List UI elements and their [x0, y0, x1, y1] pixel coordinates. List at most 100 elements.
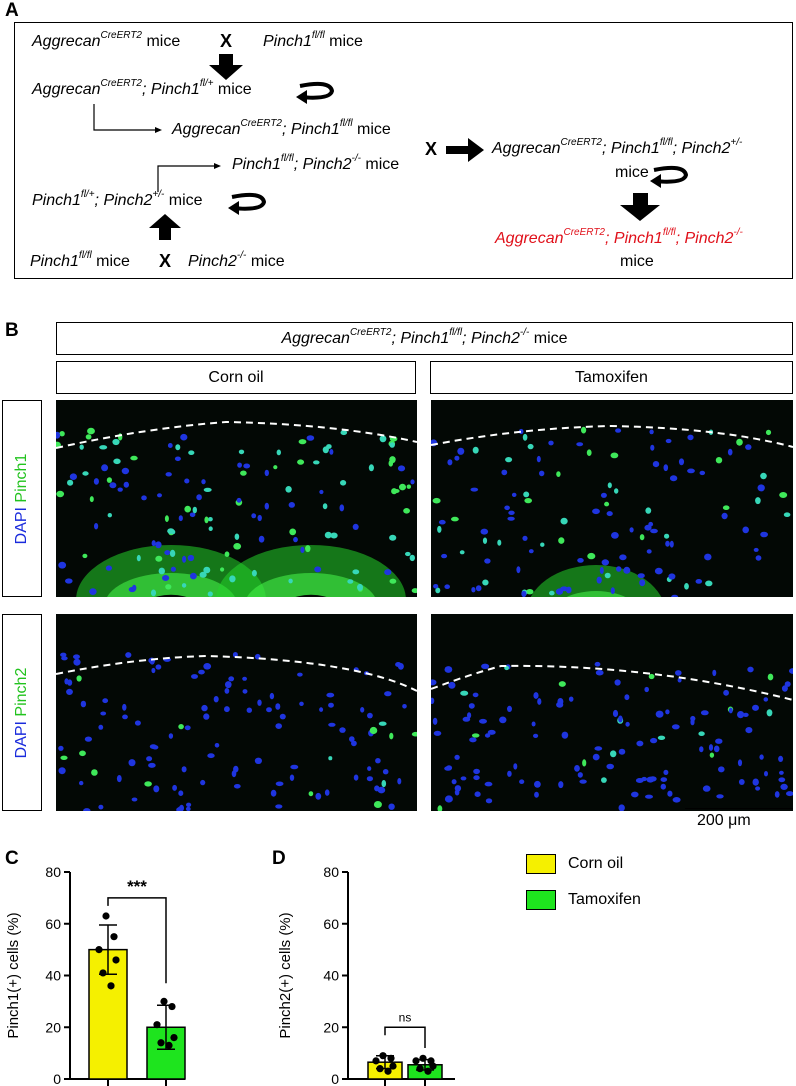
cell-nucleus [765, 429, 772, 436]
cell-nucleus [504, 505, 510, 511]
y-tick-label: 80 [45, 864, 61, 880]
cell-nucleus [234, 533, 240, 540]
cell-nucleus [61, 656, 68, 661]
cell-nucleus [654, 567, 663, 575]
cell-nucleus [566, 586, 572, 594]
cell-nucleus [228, 676, 235, 682]
offspring-pinch1-flfl-pinch2-null: Pinch1fl/fl; Pinch2-/- mice [232, 153, 400, 174]
cell-nucleus [151, 667, 156, 674]
cell-nucleus [132, 584, 137, 592]
cell-nucleus [165, 584, 172, 590]
cell-nucleus [606, 763, 614, 770]
cell-nucleus [522, 433, 528, 441]
cell-nucleus [170, 566, 176, 572]
cell-nucleus [684, 583, 689, 590]
cell-nucleus [58, 767, 66, 775]
cell-nucleus [522, 535, 528, 541]
data-point [165, 1041, 173, 1049]
cell-nucleus [433, 730, 442, 736]
cell-nucleus [131, 797, 138, 802]
y-tick-label: 0 [331, 1071, 339, 1086]
cell-nucleus [224, 688, 230, 694]
mice-label-target: mice [620, 253, 654, 270]
cell-nucleus [447, 459, 453, 466]
cell-nucleus [214, 743, 220, 748]
cell-nucleus [668, 573, 676, 580]
cell-nucleus [158, 567, 165, 575]
tissue-signal [566, 591, 626, 597]
significance-bracket [384, 1026, 426, 1048]
cell-nucleus [708, 744, 714, 751]
cell-nucleus [579, 779, 587, 784]
cell-nucleus [393, 489, 400, 493]
cell-nucleus [519, 779, 525, 784]
cell-nucleus [275, 723, 282, 729]
cell-nucleus [168, 733, 174, 739]
cell-nucleus [665, 438, 672, 444]
cell-nucleus [69, 473, 77, 480]
cell-nucleus [789, 668, 793, 674]
cell-nucleus [368, 464, 374, 472]
cell-nucleus [704, 554, 712, 559]
cell-nucleus [779, 770, 784, 775]
cell-nucleus [151, 540, 156, 547]
cell-nucleus [176, 807, 182, 811]
cell-nucleus [288, 578, 293, 584]
cell-nucleus [555, 588, 564, 595]
cell-nucleus [181, 583, 187, 588]
cell-nucleus [669, 540, 674, 548]
cell-nucleus [660, 777, 668, 782]
cell-nucleus [501, 469, 508, 476]
cell-nucleus [322, 503, 328, 510]
cell-nucleus [610, 750, 617, 758]
data-point [412, 1057, 420, 1065]
tissue-void [155, 594, 187, 597]
y-axis-label: Pinch2(+) cells (%) [277, 912, 294, 1038]
cell-nucleus [186, 802, 192, 807]
cell-nucleus [444, 766, 452, 771]
cell-nucleus [774, 791, 780, 798]
cell-nucleus [79, 780, 84, 786]
cell-nucleus [660, 783, 666, 790]
cell-nucleus [198, 669, 205, 675]
cell-nucleus [507, 516, 515, 521]
cell-nucleus [524, 498, 532, 504]
data-point [376, 1065, 384, 1073]
cell-nucleus [497, 539, 502, 546]
scale-bar-line [685, 808, 793, 809]
cell-nucleus [251, 569, 257, 577]
cell-nucleus [766, 709, 773, 717]
panel-label-c: C [5, 848, 19, 869]
cell-nucleus [484, 558, 491, 564]
cell-nucleus [172, 784, 177, 791]
cell-nucleus [305, 545, 311, 553]
cell-nucleus [611, 532, 619, 539]
cell-nucleus [306, 435, 315, 441]
data-point [424, 1067, 432, 1075]
cell-nucleus [759, 754, 764, 760]
cell-nucleus [319, 489, 324, 495]
cell-nucleus [388, 803, 395, 810]
cell-nucleus [60, 652, 67, 657]
cell-nucleus [718, 766, 725, 773]
cell-nucleus [752, 778, 759, 786]
cell-nucleus [467, 712, 472, 719]
cell-nucleus [275, 804, 283, 809]
cell-nucleus [601, 777, 607, 783]
cell-nucleus [536, 455, 541, 463]
cell-nucleus [438, 519, 446, 525]
data-point [384, 1067, 392, 1075]
cell-nucleus [755, 555, 762, 561]
cell-nucleus [499, 716, 507, 724]
cell-nucleus [577, 558, 584, 563]
cell-nucleus [58, 561, 67, 569]
cell-nucleus [540, 542, 545, 547]
cell-nucleus [164, 515, 169, 522]
cell-nucleus [375, 758, 381, 764]
cell-nucleus [405, 551, 411, 557]
cell-nucleus [85, 434, 92, 440]
cell-nucleus [397, 465, 406, 472]
cell-nucleus [508, 510, 515, 515]
cell-nucleus [237, 462, 243, 468]
cell-nucleus [451, 779, 457, 785]
